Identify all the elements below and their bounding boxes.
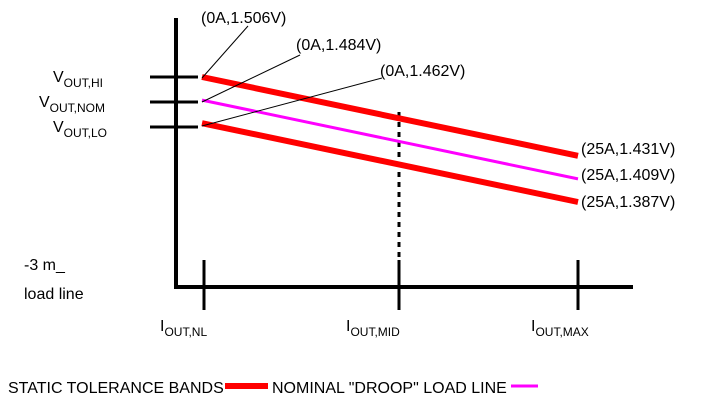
y-label-vout-nom-main: V bbox=[39, 94, 50, 111]
y-label-vout-nom: VOUT,NOM bbox=[39, 94, 105, 115]
annotation-end-nom: (25A,1.409V) bbox=[581, 167, 675, 184]
x-label-iout-nl: IOUT,NL bbox=[160, 318, 207, 339]
nominal-droop-line bbox=[201, 98, 579, 181]
legend-nominal-label: NOMINAL "DROOP" LOAD LINE bbox=[272, 380, 507, 397]
tolerance-lower-line bbox=[201, 120, 579, 205]
x-label-iout-nl-sub: OUT,NL bbox=[164, 325, 207, 339]
y-label-vout-hi: VOUT,HI bbox=[53, 69, 103, 90]
left-note-line-1: -3 m_ bbox=[24, 257, 66, 274]
y-label-vout-lo: VOUT,LO bbox=[53, 119, 107, 140]
x-label-iout-nl-main: I bbox=[160, 318, 164, 335]
x-label-iout-mid-sub: OUT,MID bbox=[350, 325, 400, 339]
x-label-iout-mid-main: I bbox=[346, 318, 350, 335]
x-label-iout-max: IOUT,MAX bbox=[531, 318, 589, 339]
annotation-end-hi: (25A,1.431V) bbox=[581, 141, 675, 158]
tolerance-upper-line bbox=[201, 74, 579, 159]
leader-line-nom bbox=[201, 54, 301, 103]
x-label-iout-max-sub: OUT,MAX bbox=[535, 325, 588, 339]
y-label-vout-lo-main: V bbox=[53, 119, 64, 136]
legend-tolerance-label: STATIC TOLERANCE BANDS bbox=[8, 380, 224, 397]
leader-line-hi bbox=[201, 25, 249, 79]
y-label-vout-lo-sub: OUT,LO bbox=[64, 126, 107, 140]
annotation-start-lo: (0A,1.462V) bbox=[380, 63, 465, 80]
x-label-iout-mid: IOUT,MID bbox=[346, 318, 400, 339]
x-label-iout-max-main: I bbox=[531, 318, 535, 335]
annotation-start-nom: (0A,1.484V) bbox=[296, 37, 381, 54]
annotation-end-lo: (25A,1.387V) bbox=[581, 194, 675, 211]
y-label-vout-nom-sub: OUT,NOM bbox=[50, 101, 105, 115]
left-note-line-2: load line bbox=[24, 286, 84, 303]
y-label-vout-hi-main: V bbox=[53, 69, 64, 86]
annotation-start-hi: (0A,1.506V) bbox=[201, 10, 286, 27]
y-label-vout-hi-sub: OUT,HI bbox=[64, 76, 103, 90]
leader-line-lo bbox=[201, 77, 383, 127]
